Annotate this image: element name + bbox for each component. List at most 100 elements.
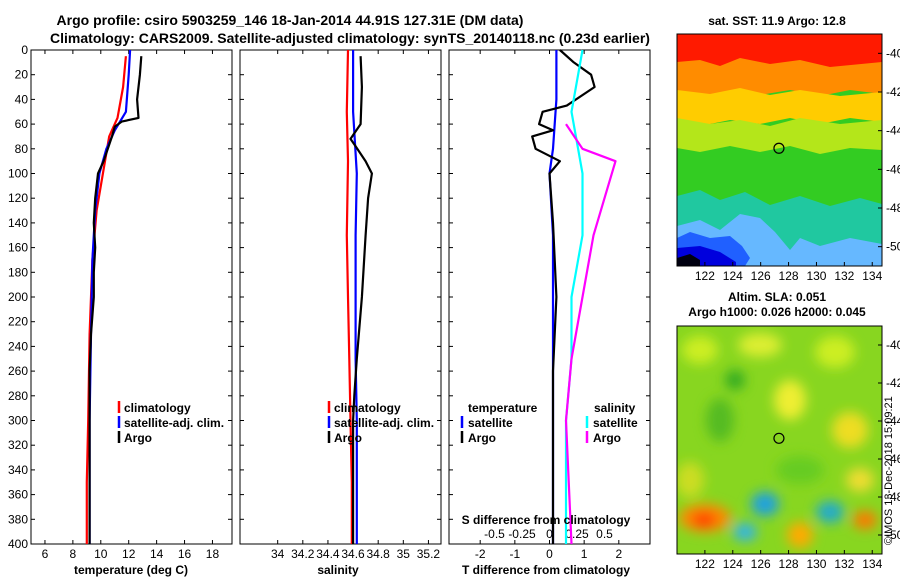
- depth-tick-label: 80: [15, 142, 29, 156]
- depth-tick-label: 140: [8, 216, 28, 230]
- sla-blob: [846, 468, 874, 492]
- imos-footer: ©IMOS 13-Dec-2018 15:09:21: [883, 396, 895, 545]
- sst-map-frame: [676, 33, 883, 267]
- x-tick-label: 0: [546, 547, 553, 561]
- sst-yellowgreen-band: [677, 118, 882, 154]
- map-y-tick-label: -46: [886, 162, 900, 176]
- map-x-tick-label: 126: [751, 557, 771, 571]
- map-x-tick-label: 134: [862, 269, 882, 283]
- map-y-tick-label: -40: [886, 46, 900, 60]
- sla-blob: [853, 511, 877, 529]
- map-y-tick-label: -50: [886, 240, 900, 254]
- salinity-axes-box: [239, 49, 442, 545]
- depth-tick-label: 240: [8, 339, 28, 353]
- depth-tick-label: 0: [21, 43, 28, 57]
- map-x-tick-label: 122: [695, 557, 715, 571]
- sla-blob: [692, 513, 716, 527]
- sst-map: 122 124 126 128 130 132 134 -40 -42 -44 -46 -48 -50: [676, 33, 900, 283]
- series-line-s-satellite: [564, 49, 584, 544]
- sla-map-title: Altim. SLA: 0.051: [728, 290, 826, 304]
- s-diff-tick-label: -0.5: [484, 527, 505, 541]
- diff-legend-t-satellite: satellite: [468, 416, 513, 430]
- map-y-tick-label: -48: [886, 201, 900, 215]
- map-y-tick-label: -44: [886, 124, 900, 138]
- difference-legend: temperature satellite Argo salinity sate…: [460, 401, 638, 445]
- x-tick-label: 1: [581, 547, 588, 561]
- sla-blob: [751, 492, 779, 516]
- sla-blob: [682, 336, 718, 364]
- x-tick-label: 18: [206, 547, 220, 561]
- series-line-argo: [349, 56, 373, 544]
- sst-map-axes: 122 124 126 128 130 132 134 -40 -42 -44 -46 -48 -50: [695, 46, 900, 283]
- depth-tick-label: 320: [8, 438, 28, 452]
- difference-panel: -2 -1 0 1 2 -0.5 -0.25 0 0.25 0.5 T difference fr…: [448, 49, 651, 577]
- map-y-tick-label: -42: [886, 376, 900, 390]
- temperature-x-axis: 6 8 10 12 14 16 18: [42, 50, 220, 561]
- temp-legend-satellite: satellite-adj. clim.: [124, 416, 224, 430]
- sst-yellow-band: [677, 88, 882, 126]
- sla-blob: [787, 522, 813, 548]
- map-x-tick-label: 134: [862, 557, 882, 571]
- temperature-panel: 0204060801001201401601802002202402602803…: [8, 43, 650, 577]
- x-tick-label: 35.2: [417, 547, 441, 561]
- sst-black-patch: [677, 254, 700, 266]
- depth-tick-label: 180: [8, 265, 28, 279]
- temp-legend-argo: Argo: [124, 431, 152, 445]
- depth-tick-label: 340: [8, 463, 28, 477]
- sla-argo-location-marker: [773, 432, 785, 444]
- sla-blob: [677, 462, 704, 498]
- x-tick-label: 34.6: [341, 547, 365, 561]
- sst-map-field: [677, 34, 882, 266]
- t-difference-xlabel: T difference from climatology: [462, 563, 630, 577]
- x-tick-label: 16: [178, 547, 192, 561]
- series-line-t-argo: [531, 49, 596, 544]
- map-x-tick-label: 132: [834, 557, 854, 571]
- title-line-1: Argo profile: csiro 5903259_146 18-Jan-2…: [57, 12, 524, 28]
- sla-blob: [816, 501, 844, 523]
- depth-tick-label: 260: [8, 364, 28, 378]
- difference-series: [531, 49, 617, 545]
- depth-tick-label: 400: [8, 537, 28, 551]
- x-tick-label: 34: [271, 547, 285, 561]
- x-tick-label: 8: [70, 547, 77, 561]
- depth-tick-label: 200: [8, 290, 28, 304]
- depth-tick-label: 40: [15, 92, 29, 106]
- series-line-climatology: [85, 56, 127, 544]
- depth-tick-label: 100: [8, 167, 28, 181]
- diff-legend-s-satellite: satellite: [593, 416, 638, 430]
- x-tick-label: 10: [94, 547, 108, 561]
- s-diff-tick-label: -0.25: [508, 527, 536, 541]
- series-line-satellite-adj-clim-: [88, 49, 132, 544]
- map-y-tick-label: -48: [886, 490, 900, 504]
- map-x-tick-label: 130: [806, 269, 826, 283]
- salinity-series: [345, 49, 373, 544]
- sla-blobs: [677, 333, 877, 548]
- x-tick-label: 2: [615, 547, 622, 561]
- map-y-tick-label: -42: [886, 85, 900, 99]
- series-line-s-argo: [564, 123, 617, 545]
- series-line-argo: [88, 56, 143, 544]
- x-tick-label: 34.4: [316, 547, 340, 561]
- s-diff-tick-label: 0.5: [596, 527, 613, 541]
- temp-legend-climatology: climatology: [124, 401, 191, 415]
- temperature-xlabel: temperature (deg C): [74, 563, 188, 577]
- salinity-xlabel: salinity: [317, 563, 359, 577]
- temperature-series: [85, 49, 143, 544]
- diff-legend-t-argo: Argo: [468, 431, 496, 445]
- map-x-tick-label: 122: [695, 269, 715, 283]
- x-tick-label: -1: [510, 547, 521, 561]
- temperature-axes-box: [30, 49, 233, 545]
- sla-blob: [706, 398, 734, 442]
- sal-legend-satellite: satellite-adj. clim.: [334, 416, 434, 430]
- depth-tick-label: 220: [8, 315, 28, 329]
- map-x-tick-label: 126: [751, 269, 771, 283]
- sla-map-field: [677, 326, 882, 554]
- sst-argo-location-marker: [773, 142, 785, 154]
- sla-map-frame: [676, 325, 883, 555]
- depth-tick-label: 60: [15, 117, 29, 131]
- map-x-tick-label: 130: [806, 557, 826, 571]
- sla-blob: [776, 456, 824, 484]
- difference-x-axis: -2 -1 0 1 2 -0.5 -0.25 0 0.25 0.5: [475, 50, 622, 561]
- diff-legend-s-argo: Argo: [593, 431, 621, 445]
- s-difference-xlabel: S difference from climatology: [462, 513, 631, 527]
